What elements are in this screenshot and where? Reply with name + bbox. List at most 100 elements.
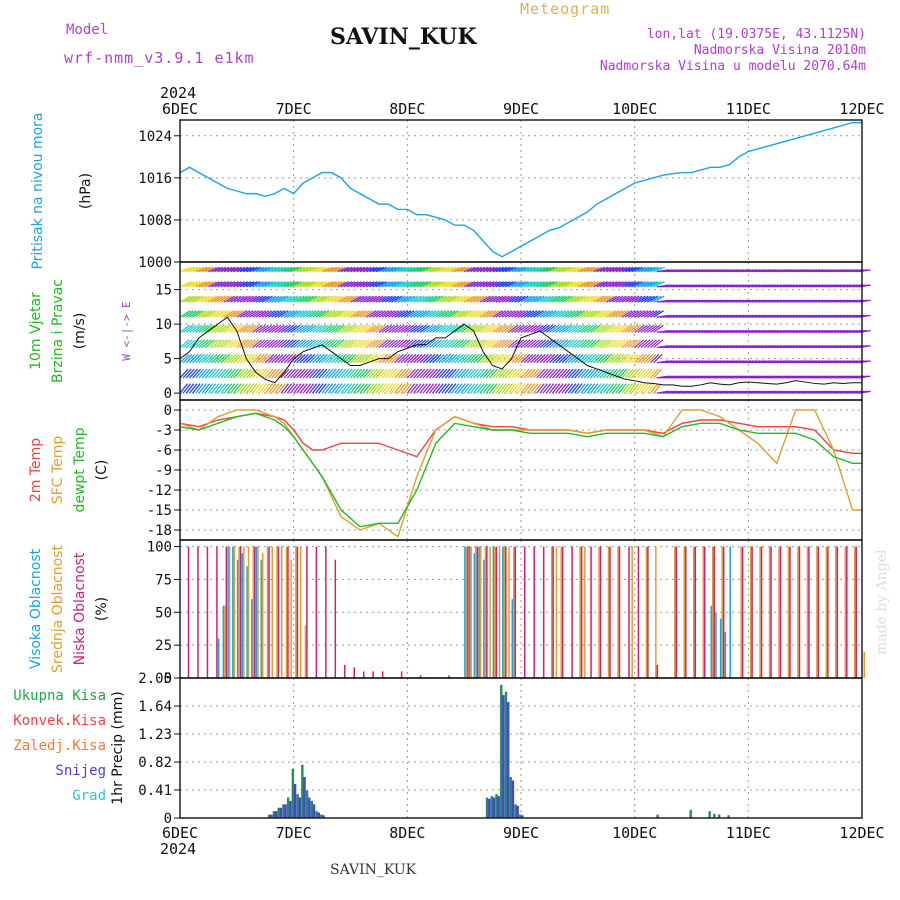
wind-barb — [425, 353, 436, 364]
wind-barb — [520, 339, 531, 349]
wind-barb — [280, 353, 291, 364]
x-tick-label-top: 9DEC — [503, 100, 539, 118]
wind-barb — [255, 266, 268, 273]
wind-barb — [602, 310, 614, 318]
wind-barb — [365, 368, 375, 379]
wind-barb — [858, 299, 871, 303]
wind-barb — [283, 310, 295, 318]
wind-barb — [517, 368, 527, 379]
wind-barb — [583, 324, 595, 333]
wind-barb — [343, 383, 353, 394]
wind-barb — [530, 339, 541, 349]
x-tick-label-bottom: 12DEC — [839, 824, 884, 842]
wind-barb — [526, 281, 539, 288]
cloud-bar — [216, 546, 218, 678]
wind-barb — [214, 295, 226, 303]
wind-barb — [195, 339, 206, 349]
wind-barb — [372, 339, 383, 349]
wind-barb — [391, 383, 400, 394]
wind-barb — [520, 266, 533, 273]
cloud-bar — [749, 546, 752, 678]
cloud-bar — [514, 546, 517, 678]
y-tick-label: 2.05 — [138, 671, 172, 687]
wind-barb — [312, 266, 325, 273]
wind-barb — [419, 281, 432, 288]
wind-barb — [618, 295, 630, 303]
wind-barb — [407, 281, 419, 288]
wind-barb — [498, 339, 509, 349]
cloud-bar — [846, 546, 848, 678]
wind-barb — [447, 383, 457, 394]
wind-barb — [220, 353, 231, 364]
wind-barb — [249, 310, 260, 318]
precip-bar — [315, 811, 318, 818]
wind-barb — [242, 368, 252, 379]
wind-barb — [618, 324, 629, 333]
precip-bar — [504, 691, 508, 818]
wind-barb — [381, 339, 392, 349]
cloud-bar — [524, 546, 526, 678]
wind-barb — [624, 383, 634, 394]
wind-barb — [498, 383, 507, 394]
wind-barb — [406, 324, 418, 333]
wind-barb — [246, 281, 258, 288]
wind-barb — [432, 339, 443, 349]
cloud-bar — [787, 546, 790, 678]
wind-barb — [489, 310, 500, 318]
cloud-bar — [222, 605, 225, 678]
wind-barb — [296, 295, 308, 303]
wind-barb — [356, 339, 367, 349]
wind-barb — [501, 295, 513, 303]
wind-barb — [280, 310, 292, 318]
wind-barb — [627, 339, 638, 349]
wind-barb — [179, 324, 191, 333]
wind-barb — [539, 368, 549, 379]
precip-bar — [511, 780, 515, 818]
wind-barb — [362, 368, 372, 379]
wind-barb — [624, 339, 635, 349]
wind-barb — [476, 324, 487, 333]
wind-barb — [429, 266, 441, 273]
wind-barb — [340, 295, 352, 303]
wind-barb — [365, 339, 376, 349]
cloud-bar — [827, 546, 829, 678]
wind-barb — [255, 281, 267, 288]
wind-barb — [441, 310, 453, 318]
wind-barb — [567, 324, 579, 333]
wind-barb — [296, 281, 308, 288]
wind-barb — [356, 266, 369, 273]
wind-barb — [441, 368, 451, 379]
wind-barb — [533, 281, 545, 288]
wind-barb — [327, 368, 337, 379]
wind-barb — [353, 295, 365, 303]
wind-barb — [271, 353, 281, 364]
wind-barb — [429, 310, 440, 318]
cloud-bar — [486, 546, 488, 678]
wind-barb — [561, 339, 572, 349]
wind-barb — [637, 324, 648, 333]
wind-barb — [192, 353, 202, 364]
wind-barb — [568, 295, 580, 303]
wind-barb — [334, 368, 344, 379]
wind-barb — [631, 324, 642, 333]
wind-barb — [599, 383, 608, 394]
wind-barb — [283, 368, 293, 379]
wind-barb — [407, 295, 419, 303]
wind-barb — [227, 310, 238, 318]
precip-bar — [317, 812, 320, 818]
wind-barb — [605, 281, 618, 288]
wind-barb — [612, 339, 623, 349]
precip-bar — [298, 797, 302, 818]
wind-barb — [486, 266, 498, 273]
wind-barb — [498, 295, 510, 303]
wind-barb — [186, 266, 198, 273]
wind-barb — [539, 353, 550, 364]
wind-barb — [331, 353, 341, 364]
wind-barb — [331, 266, 343, 273]
wind-barb — [179, 310, 191, 318]
wind-barb — [507, 353, 518, 364]
wind-barb — [258, 368, 268, 379]
wind-barb — [245, 368, 255, 379]
